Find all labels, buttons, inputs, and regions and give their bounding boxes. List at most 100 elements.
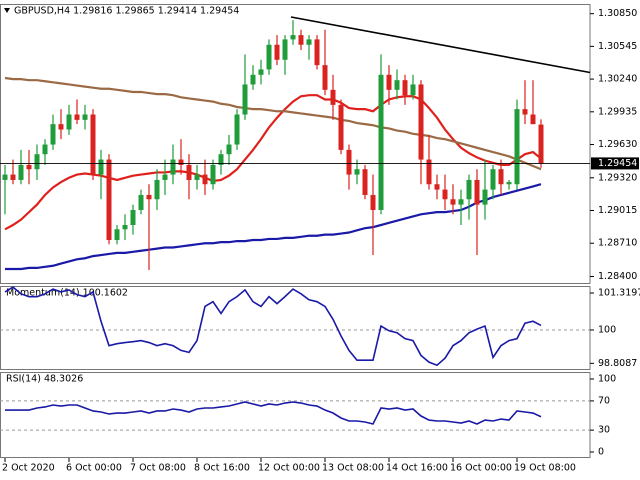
candle-body [186, 164, 192, 180]
candle-body [250, 74, 256, 85]
panel-title: RSI(14) 48.3026 [6, 374, 83, 385]
candle-body [202, 174, 208, 185]
x-tick-label: 7 Oct 08:00 [130, 463, 186, 474]
y-tick-label: 1.30850 [598, 8, 637, 19]
panel-frame [0, 372, 591, 458]
y-tick-label: 100 [598, 324, 616, 335]
candle-body [234, 114, 240, 145]
candle-body [330, 89, 336, 105]
x-tick-label: 6 Oct 00:00 [66, 463, 122, 474]
y-tick-label: 1.29015 [598, 205, 637, 216]
candle-body [66, 114, 72, 130]
candle-body [74, 114, 80, 120]
y-tick-label: 1.29320 [598, 172, 637, 183]
candle-body [42, 144, 48, 155]
y-tick-label: 100 [598, 374, 616, 385]
candle-body [130, 209, 136, 225]
candle-body [314, 39, 320, 66]
y-tick-label: 1.29935 [598, 106, 637, 117]
candle-body [442, 189, 448, 200]
candle-body [122, 224, 128, 230]
panel-title: GBPUSD,H4 1.29816 1.29865 1.29414 1.2945… [14, 6, 239, 17]
candle-body [402, 80, 408, 96]
candle-body [18, 164, 24, 180]
candle-body [466, 179, 472, 200]
candle-body [522, 109, 528, 115]
candle-body [162, 174, 168, 180]
candle-body [58, 124, 64, 130]
candle-body [218, 154, 224, 165]
candle-body [450, 199, 456, 205]
y-tick-label: 1.30545 [598, 41, 637, 52]
current-price-box [591, 157, 639, 170]
y-tick-label: 1.28710 [598, 238, 637, 249]
x-tick-label: 2 Oct 2020 [2, 463, 55, 474]
candle-body [346, 149, 352, 175]
candle-body [106, 159, 112, 241]
candle-body [482, 189, 488, 205]
y-tick-label: 70 [598, 395, 610, 406]
candle-body [354, 169, 360, 175]
candle-body [386, 74, 392, 90]
panel-title: Momentum(14) 100.1602 [6, 288, 128, 299]
indicator-line [5, 401, 542, 425]
candle-body [530, 114, 536, 125]
candle-body [514, 109, 520, 185]
x-tick-label: 16 Oct 00:00 [450, 463, 512, 474]
candle-body [194, 174, 200, 180]
panel-frame [0, 4, 591, 284]
y-tick-label: 1.28400 [598, 271, 637, 282]
candle-body [50, 124, 56, 145]
candle-body [362, 169, 368, 195]
x-tick-label: 13 Oct 08:00 [322, 463, 384, 474]
candle-body [114, 229, 120, 241]
indicator-line [4, 286, 542, 367]
y-tick-label: 0 [598, 447, 604, 458]
candle-body [338, 104, 344, 150]
candle-body [458, 199, 464, 205]
x-tick-label: 19 Oct 08:00 [514, 463, 576, 474]
panel-frame [0, 286, 591, 370]
candle-body [178, 159, 184, 165]
candle-body [306, 39, 312, 45]
candle-body [154, 179, 160, 200]
candle-body [226, 144, 232, 155]
y-tick-label: 30 [598, 425, 610, 436]
candle-body [298, 35, 304, 45]
candle-body [146, 194, 152, 200]
candle-body [90, 114, 96, 175]
candle-body [274, 44, 280, 60]
candle-body [242, 84, 248, 115]
collapse-icon[interactable] [4, 8, 10, 13]
candle-body [98, 159, 104, 175]
candle-body [290, 35, 296, 40]
current-price-label: 1.29454 [598, 158, 637, 169]
candle-body [34, 154, 40, 170]
candle-body [210, 164, 216, 185]
x-tick-label: 14 Oct 16:00 [386, 463, 448, 474]
candle-body [394, 80, 400, 90]
candle-body [82, 114, 88, 120]
candle-body [258, 69, 264, 75]
candle-body [474, 179, 480, 205]
candle-body [26, 164, 32, 170]
moving-average [4, 76, 542, 171]
moving-average [5, 183, 542, 271]
y-tick-label: 1.29630 [598, 139, 637, 150]
candle-body [498, 169, 504, 185]
candle-body [170, 159, 176, 175]
candle-body [538, 124, 544, 164]
candle-body [426, 159, 432, 185]
y-tick-label: 1.30240 [598, 74, 637, 85]
candle-body [434, 184, 440, 190]
candle-body [506, 182, 512, 185]
candle-body [266, 44, 272, 70]
trendline [290, 16, 591, 74]
candle-body [410, 84, 416, 96]
candle-body [378, 74, 384, 210]
candle-body [370, 194, 376, 210]
moving-average [4, 94, 542, 231]
y-tick-label: 98.8087 [598, 358, 637, 369]
x-tick-label: 12 Oct 00:00 [258, 463, 320, 474]
